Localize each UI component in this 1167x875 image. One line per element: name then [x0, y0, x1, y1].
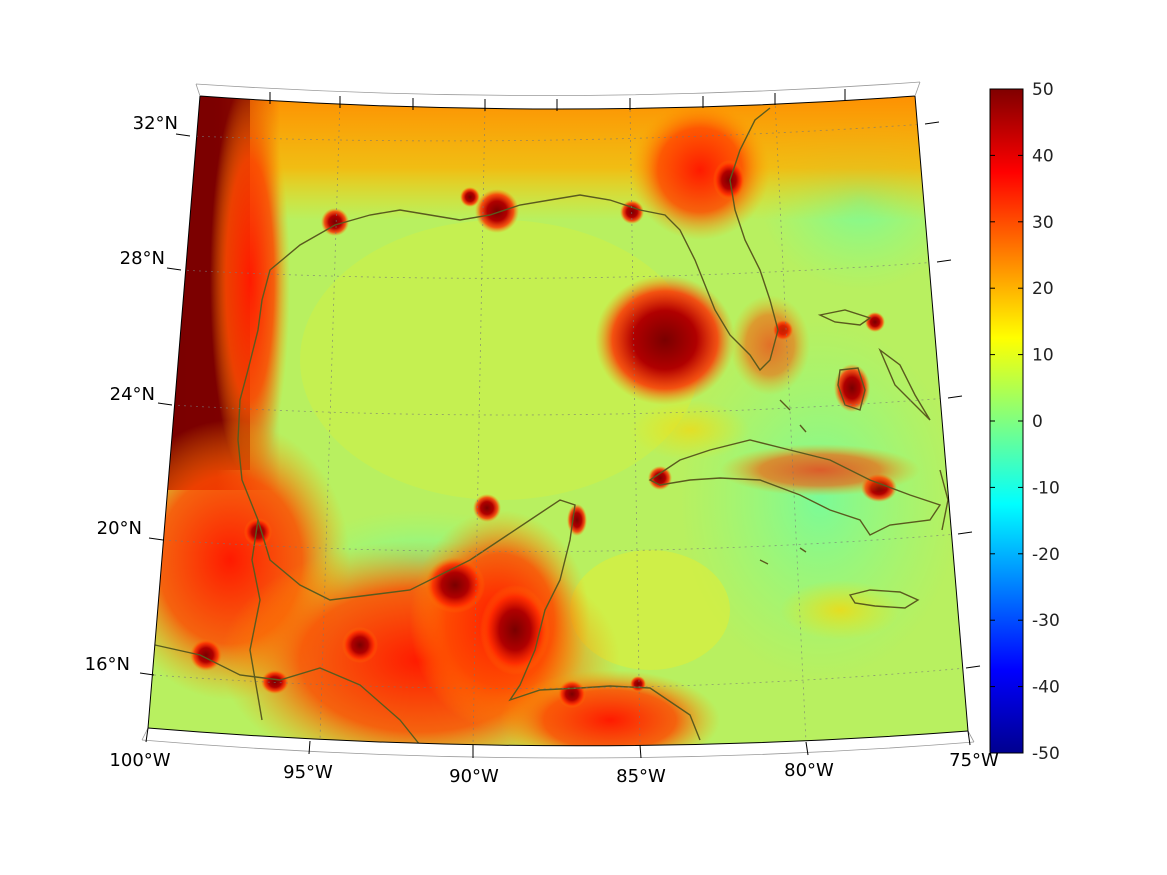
- lat-tick-label: 28°N: [120, 248, 165, 269]
- data-field: [148, 96, 968, 746]
- colorbar-tick-label: 0: [1032, 412, 1043, 432]
- map-frame: [141, 81, 975, 759]
- colorbar-tick-label: -20: [1032, 545, 1060, 565]
- lat-tick-label: 32°N: [133, 113, 178, 134]
- colorbar-tick-label: 30: [1032, 213, 1054, 233]
- coastlines: [154, 107, 949, 746]
- lon-tick-label: 80°W: [784, 760, 834, 781]
- colorbar-tick-label: 10: [1032, 346, 1054, 366]
- colorbar-tick-label: -50: [1032, 744, 1060, 764]
- colorbar-tick-label: 40: [1032, 146, 1054, 166]
- colorbar-tick-label: -30: [1032, 611, 1060, 631]
- colorbar-tick-label: -10: [1032, 478, 1060, 498]
- lat-tick-label: 24°N: [110, 384, 155, 405]
- lon-axis-labels: 100°W 95°W 90°W 85°W 80°W 75°W: [109, 750, 999, 787]
- colorbar-ticks: 50 40 30 20 10 0 -10 -20 -30 -40 -50: [990, 80, 1060, 764]
- colorbar-tick-label: -40: [1032, 678, 1060, 698]
- colorbar: 50 40 30 20 10 0 -10 -20 -30 -40 -50: [989, 80, 1060, 764]
- lat-axis-labels: 32°N 28°N 24°N 20°N 16°N: [85, 113, 178, 675]
- lon-tick-label: 85°W: [616, 766, 666, 787]
- lon-tick-label: 90°W: [449, 766, 499, 787]
- lon-tick-label: 75°W: [949, 750, 999, 771]
- lat-tick-label: 20°N: [97, 518, 142, 539]
- map-ticks: [139, 89, 981, 759]
- lon-tick-label: 100°W: [109, 750, 170, 771]
- lat-tick-label: 16°N: [85, 654, 130, 675]
- graticule: [153, 99, 967, 746]
- colorbar-gradient: [989, 88, 1024, 754]
- lon-tick-label: 95°W: [283, 762, 333, 783]
- colorbar-tick-label: 20: [1032, 279, 1054, 299]
- colorbar-tick-label: 50: [1032, 80, 1054, 100]
